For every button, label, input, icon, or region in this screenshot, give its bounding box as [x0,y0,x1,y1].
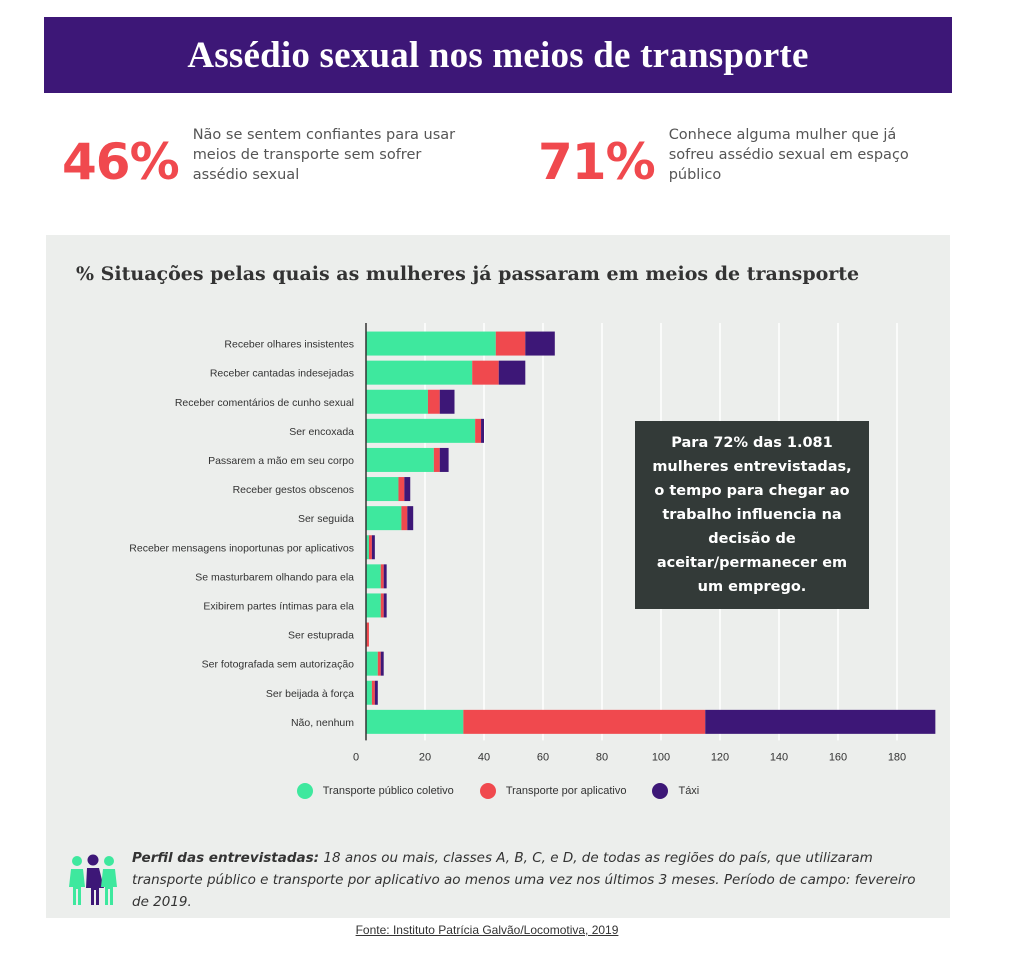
bar-segment [366,360,473,385]
bar-segment [525,331,555,356]
x-tick-label: 180 [888,751,906,763]
legend-dot-taxi [652,783,669,799]
legend-dot-publico [296,783,313,799]
bar-segment [371,535,375,560]
legend-item-taxi: Táxi [652,783,699,799]
bar-segment [404,477,411,502]
chart-title: % Situações pelas quais as mulheres já p… [76,263,860,285]
stat-block-1: 46% Não se sentem confiantes para usar m… [62,125,463,187]
category-label: Ser beijada à força [266,688,354,700]
women-group-icon [69,854,117,905]
page-title: Assédio sexual nos meios de transporte [187,34,809,76]
bar-segment [481,418,484,443]
bar-segment [383,593,387,618]
category-label: Ser fotografada sem autorização [202,659,354,671]
bar-segment [366,651,378,676]
category-label: Se masturbarem olhando para ela [195,571,354,583]
legend-item-publico: Transporte público coletivo [296,783,454,799]
bar-segment [366,709,464,734]
category-label: Receber cantadas indesejadas [210,368,354,380]
x-tick-label: 40 [478,751,490,763]
category-label: Ser estuprada [288,630,354,642]
bar-segment [366,564,381,589]
stat-value-1: 46% [62,133,180,191]
bar-segment [401,506,408,531]
bar-segment [366,506,402,531]
chart-panel: % Situações pelas quais as mulheres já p… [46,235,950,918]
bar-segment [377,651,381,676]
bar-segment [475,418,482,443]
legend-label-aplicativo: Transporte por aplicativo [505,785,627,797]
source-link[interactable]: Fonte: Instituto Patrícia Galvão/Locomot… [355,923,619,937]
x-tick-label: 80 [596,751,608,763]
stat-text-2: Conhece alguma mulher que já sofreu assé… [668,127,909,183]
bar-segment [383,564,387,589]
x-tick-label: 160 [829,751,847,763]
bar-segment [439,447,449,472]
category-label: Exibirem partes íntimas para ela [203,600,354,612]
bar-segment [380,593,384,618]
bar-chart: 0 20 40 60 80 100 120 140 160 180 Receber olhares … [129,323,936,763]
category-label: Receber olhares insistentes [224,339,354,351]
category-label: Passarem a mão em seu corpo [208,455,354,467]
bar-segment [380,564,384,589]
bar-segment [366,331,496,356]
legend-dot-aplicativo [479,783,496,799]
bar-segment [380,651,384,676]
bar-segment [366,593,381,618]
profile-note: Perfil das entrevistadas: 18 anos ou mai… [68,847,932,913]
legend-label-publico: Transporte público coletivo [322,785,454,797]
bar-segment [427,389,440,414]
bar-segment [398,477,405,502]
profile-label: Perfil das entrevistadas: [132,850,320,866]
category-label: Receber comentários de cunho sexual [175,397,354,409]
bar-segment [366,680,372,705]
stat-block-2: 71% Conhece alguma mulher que já sofreu … [538,125,939,187]
bar-segment [472,360,499,385]
bar-segment [407,506,414,531]
bar-segment [463,709,706,734]
bar-segment [366,622,369,647]
category-label: Ser seguida [298,513,354,525]
x-tick-label: 0 [353,751,359,763]
bar-segment [439,389,455,414]
bar-segment [433,447,440,472]
category-label: Ser encoxada [289,426,354,438]
legend-item-aplicativo: Transporte por aplicativo [479,783,627,799]
bar-segment [374,680,378,705]
stat-value-2: 71% [538,133,656,191]
profile-body: 18 anos ou mais, classes A, B, C, e D, d… [132,850,916,910]
category-label: Não, nenhum [291,717,354,729]
legend-label-taxi: Táxi [678,785,700,797]
bar-segment [366,389,428,414]
callout-box: Para 72% das 1.081 mulheres entrevistada… [635,421,869,609]
chart-legend: Transporte público coletivo Transporte p… [46,783,950,799]
bar-segment [366,447,434,472]
category-label: Receber gestos obscenos [233,484,354,496]
stat-text-1: Não se sentem confiantes para usar meios… [192,127,456,183]
profile-text: Perfil das entrevistadas: 18 anos ou mai… [132,847,932,913]
bar-segment [705,709,936,734]
header-banner: Assédio sexual nos meios de transporte [44,17,952,93]
bar-segment [495,331,526,356]
x-tick-label: 120 [711,751,729,763]
x-tick-label: 60 [537,751,549,763]
category-label: Receber mensagens inoportunas por aplica… [129,542,354,554]
bar-segment [366,477,399,502]
x-tick-label: 20 [419,751,431,763]
x-tick-label: 140 [770,751,788,763]
bar-segment [366,418,476,443]
x-tick-label: 100 [652,751,670,763]
bar-segment [368,535,372,560]
bar-segment [371,680,375,705]
bar-segment [498,360,526,385]
bar-segment [366,535,369,560]
